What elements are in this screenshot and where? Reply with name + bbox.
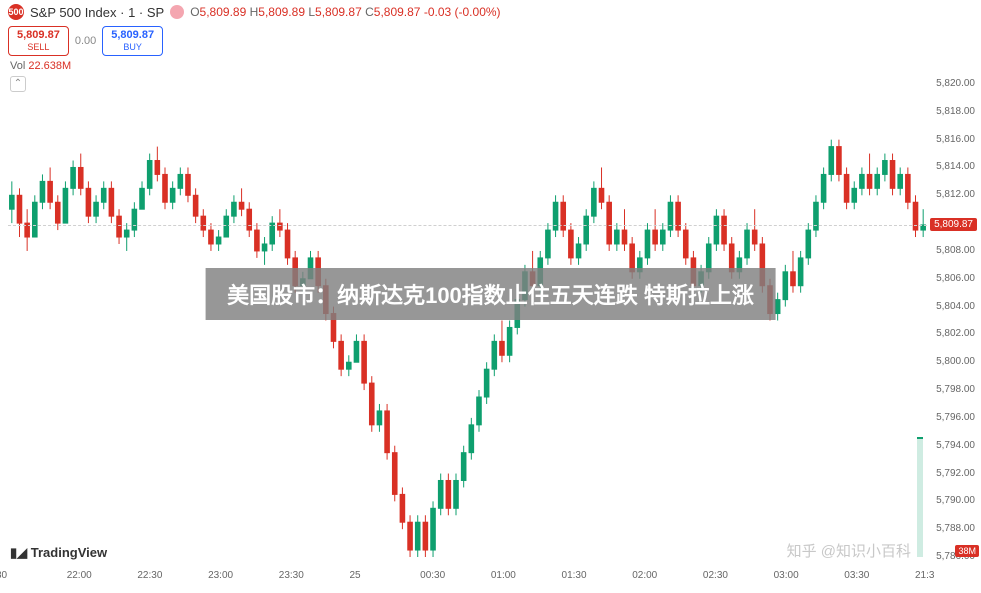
trade-buttons: 5,809.87SELL 0.00 5,809.87BUY (0, 24, 981, 58)
spread-value: 0.00 (75, 35, 96, 47)
candlestick-chart[interactable] (8, 84, 927, 557)
sell-button[interactable]: 5,809.87SELL (8, 26, 69, 56)
price-line (8, 225, 927, 226)
volume-readout: Vol 22.638M (0, 58, 981, 74)
volume-badge: 38M (955, 545, 979, 557)
overlay-title: 美国股市：纳斯达克100指数止住五天连跌 特斯拉上涨 (205, 268, 776, 320)
chart-header: 500 S&P 500 Index · 1 · SP O5,809.89 H5,… (0, 0, 981, 24)
ohlc-readout: O5,809.89 H5,809.89 L5,809.87 C5,809.87 … (190, 5, 500, 19)
buy-button[interactable]: 5,809.87BUY (102, 26, 163, 56)
x-axis[interactable]: 3022:0022:3023:0023:302500:3001:0001:300… (8, 565, 927, 585)
symbol-logo: 500 (8, 4, 24, 20)
tradingview-logo[interactable]: ▮◢ TradingView (10, 545, 107, 561)
volume-bar (917, 437, 923, 557)
watermark: 知乎 @知识小百科 (787, 540, 911, 561)
y-axis[interactable]: 5,786.005,788.005,790.005,792.005,794.00… (929, 84, 979, 557)
symbol-title[interactable]: S&P 500 Index · 1 · SP (30, 5, 164, 20)
link-icon[interactable] (170, 5, 184, 19)
